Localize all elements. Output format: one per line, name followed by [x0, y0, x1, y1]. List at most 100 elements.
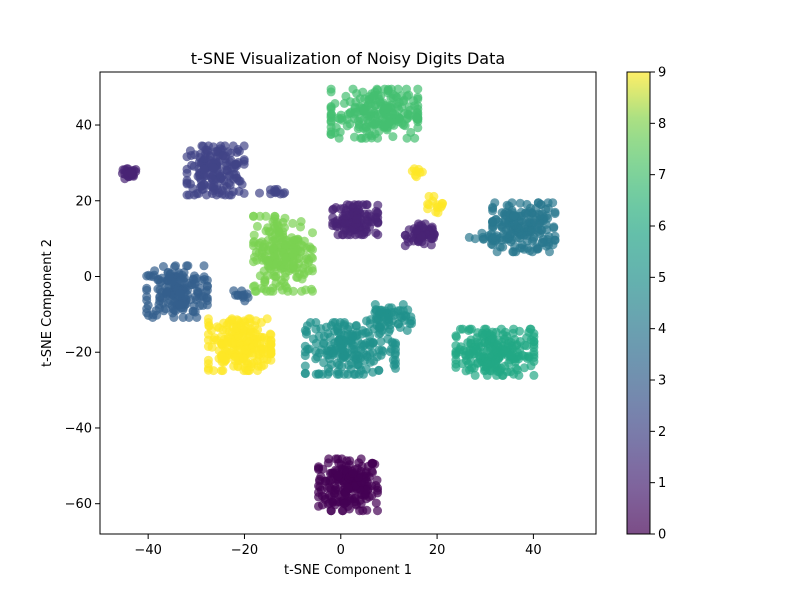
data-point	[334, 113, 343, 123]
data-point	[183, 261, 193, 271]
data-point	[405, 318, 415, 328]
data-point	[483, 360, 493, 369]
data-point	[239, 354, 249, 364]
data-point	[380, 312, 390, 322]
data-point	[473, 359, 482, 368]
data-point	[536, 200, 546, 209]
data-point	[314, 331, 324, 341]
data-point	[359, 348, 368, 358]
data-point	[463, 338, 473, 348]
data-point	[377, 305, 386, 315]
data-point	[361, 364, 371, 374]
data-point	[192, 313, 202, 322]
data-point	[493, 366, 503, 376]
colorbar-tick-label: 5	[658, 271, 666, 286]
data-point	[313, 352, 322, 362]
data-point	[405, 105, 415, 115]
data-point	[298, 263, 308, 273]
data-point	[311, 338, 321, 348]
data-point	[521, 208, 531, 218]
x-tick-label: −40	[134, 543, 161, 558]
data-point	[383, 334, 393, 344]
data-point	[471, 345, 481, 355]
data-point	[518, 350, 527, 360]
data-point	[234, 176, 244, 186]
data-point	[288, 218, 298, 228]
data-point	[401, 311, 411, 321]
data-point	[477, 328, 487, 338]
data-point	[367, 458, 377, 468]
data-point	[239, 159, 249, 169]
y-axis-label: t-SNE Component 2	[40, 239, 55, 367]
data-point	[324, 454, 334, 464]
data-point	[238, 332, 248, 342]
data-point	[270, 211, 280, 221]
data-point	[171, 261, 180, 271]
data-point	[362, 122, 371, 132]
data-point	[413, 123, 423, 133]
data-point	[250, 281, 260, 291]
data-point	[491, 344, 501, 354]
data-point	[509, 211, 519, 221]
x-tick-label: −20	[231, 543, 258, 558]
data-point	[348, 468, 358, 478]
data-point	[207, 189, 217, 199]
data-point	[529, 370, 539, 380]
data-point	[352, 328, 362, 338]
data-point	[359, 105, 369, 115]
y-tick-label: −40	[65, 421, 92, 436]
data-point	[522, 199, 532, 209]
data-point	[266, 347, 276, 357]
data-point	[402, 326, 412, 335]
data-point	[488, 334, 498, 344]
data-point	[451, 332, 461, 342]
data-point	[355, 94, 365, 104]
data-point	[300, 361, 310, 371]
data-point	[176, 276, 186, 286]
data-point	[391, 363, 400, 373]
colorbar-tick-label: 4	[658, 322, 666, 337]
data-point	[203, 355, 213, 365]
data-point	[255, 188, 264, 198]
data-point	[326, 506, 336, 516]
data-point	[220, 190, 230, 200]
colorbar-tick-label: 3	[658, 374, 666, 389]
data-point	[350, 103, 360, 113]
colorbar-tick-label: 9	[658, 66, 666, 81]
plot-area: −40 −20 0 20 40 −60 −40 −20 0 20 40	[65, 71, 597, 558]
data-point	[358, 200, 368, 210]
data-point	[326, 117, 336, 127]
data-point	[334, 360, 344, 370]
data-point	[333, 336, 343, 346]
data-point	[210, 147, 220, 157]
data-point	[336, 204, 346, 214]
data-point	[527, 236, 537, 246]
data-point	[353, 360, 363, 369]
data-point	[455, 345, 465, 355]
data-point	[209, 163, 219, 173]
data-point	[328, 204, 338, 214]
data-point	[326, 102, 336, 111]
data-point	[455, 324, 465, 334]
data-point	[271, 186, 281, 196]
data-point	[355, 114, 365, 124]
data-point	[529, 332, 539, 342]
data-point	[508, 247, 518, 257]
data-point	[411, 226, 421, 235]
data-point	[326, 84, 336, 94]
data-point	[544, 232, 554, 242]
data-point	[332, 324, 342, 334]
data-point	[372, 352, 382, 362]
colorbar: 0 1 2 3 4 5 6 7 8 9	[626, 66, 666, 543]
data-point	[293, 245, 303, 255]
data-point	[175, 300, 185, 310]
data-point	[380, 84, 390, 94]
data-point	[388, 93, 398, 103]
data-point	[203, 314, 213, 324]
data-point	[158, 262, 168, 271]
data-point	[376, 337, 386, 347]
data-point	[169, 313, 179, 322]
data-point	[232, 147, 242, 157]
data-point	[390, 307, 400, 317]
data-point	[535, 210, 545, 220]
